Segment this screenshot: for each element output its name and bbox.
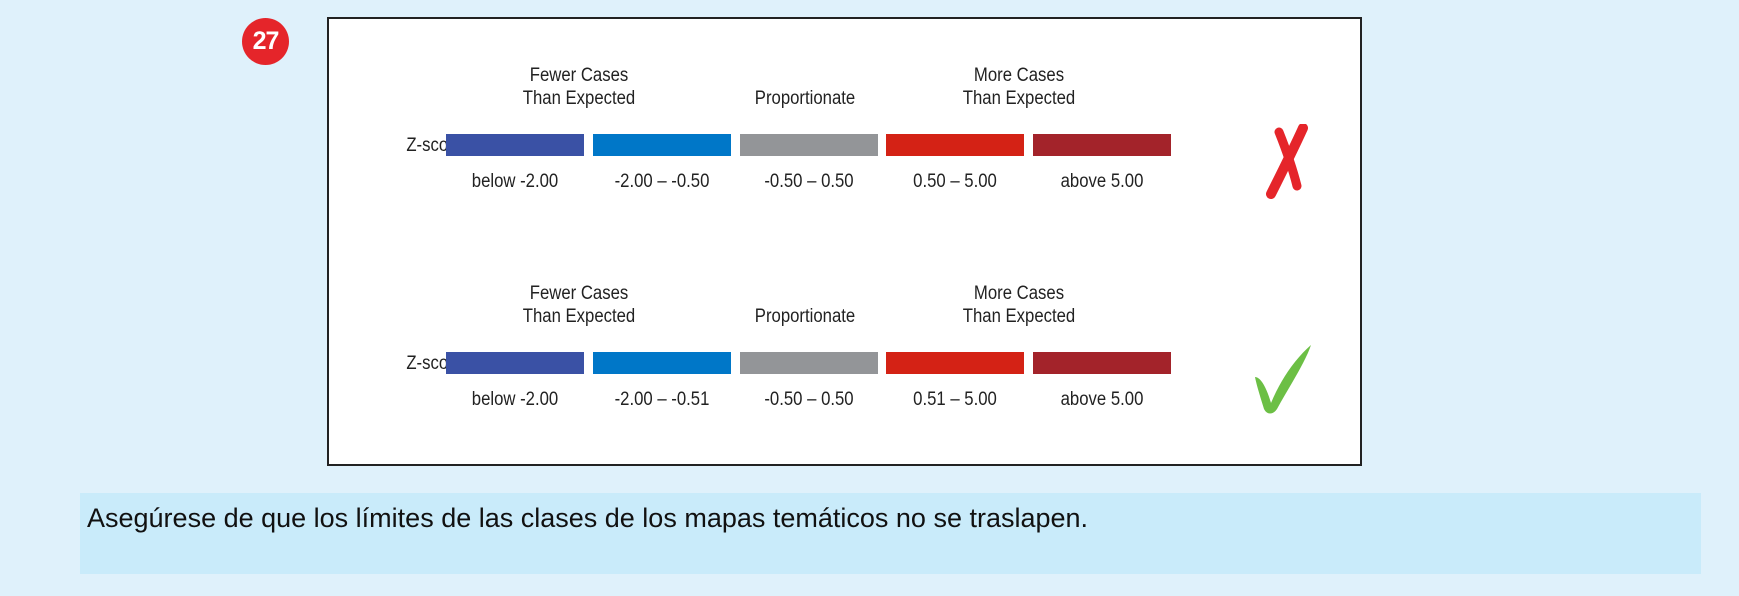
- class-swatch: [1033, 134, 1171, 156]
- x-mark-icon: [1266, 124, 1308, 199]
- class-range-label: above 5.00: [1060, 171, 1144, 192]
- class-swatch: [740, 134, 878, 156]
- class-swatch: [740, 352, 878, 374]
- heading-more-cases: More Cases Than Expected: [962, 65, 1076, 109]
- class-swatch: [593, 352, 731, 374]
- class-range-label: -0.50 – 0.50: [764, 171, 854, 192]
- tip-number-badge: 27: [242, 18, 289, 65]
- heading-fewer-cases: Fewer Cases Than Expected: [522, 65, 636, 109]
- class-range-label: -2.00 – -0.51: [614, 389, 710, 410]
- heading-fewer-cases: Fewer Cases Than Expected: [522, 283, 636, 327]
- heading-more-cases: More Cases Than Expected: [962, 283, 1076, 327]
- class-swatch: [886, 134, 1024, 156]
- class-swatch: [1033, 352, 1171, 374]
- class-swatch: [886, 352, 1024, 374]
- class-swatch: [593, 134, 731, 156]
- heading-proportionate: Proportionate: [754, 306, 856, 327]
- class-range-label: below -2.00: [471, 171, 559, 192]
- tip-caption-text: Asegúrese de que los límites de las clas…: [87, 503, 1089, 533]
- check-mark-icon: [1255, 345, 1311, 414]
- tip-caption-box: Asegúrese de que los límites de las clas…: [80, 493, 1701, 574]
- class-swatch: [446, 134, 584, 156]
- class-range-label: -0.50 – 0.50: [764, 389, 854, 410]
- class-swatch: [446, 352, 584, 374]
- class-range-label: -2.00 – -0.50: [614, 171, 710, 192]
- class-range-label: 0.50 – 5.00: [913, 171, 997, 192]
- legend-correct: Fewer Cases Than Expected Proportionate …: [329, 237, 1360, 447]
- legend-incorrect: Fewer Cases Than Expected Proportionate …: [329, 19, 1360, 229]
- class-range-label: 0.51 – 5.00: [913, 389, 997, 410]
- heading-proportionate: Proportionate: [754, 88, 856, 109]
- class-range-label: below -2.00: [471, 389, 559, 410]
- legend-comparison-panel: Fewer Cases Than Expected Proportionate …: [327, 17, 1362, 466]
- class-range-label: above 5.00: [1060, 389, 1144, 410]
